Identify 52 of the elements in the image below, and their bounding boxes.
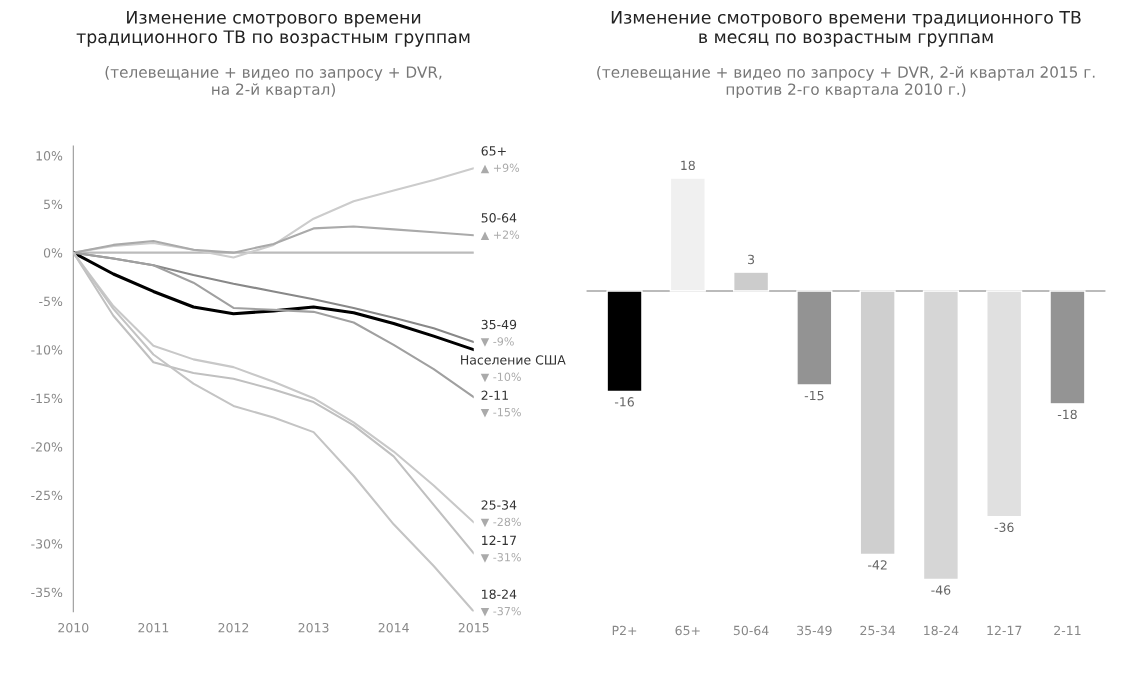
text: ▼ -10% — [480, 372, 521, 383]
series-label: 25-34 — [481, 500, 517, 510]
data-label: -36 — [994, 522, 1014, 532]
x-tick-label: 12-17 — [987, 625, 1022, 635]
series-label: 50-64 — [481, 213, 517, 223]
series-label: 18-24 — [482, 589, 517, 599]
y-tick-label: -5% — [39, 296, 63, 307]
x-tick-label: 65+ — [675, 625, 700, 636]
chart-subtitle: (телевещание + видео по запросу + DVR, 2-й квартал 2015 г. против 2-го квартала 2010 г.) — [597, 66, 1095, 98]
data-label: -46 — [931, 585, 951, 595]
data-label: -15 — [804, 390, 824, 401]
x-tick-label: 2-11 — [1054, 625, 1081, 635]
x-tick-label: 35-49 — [797, 625, 832, 636]
data-label: -42 — [868, 560, 887, 570]
y-tick-label: 10% — [36, 151, 63, 161]
y-tick-label: -10% — [31, 345, 63, 355]
text: ▼ -31% — [480, 553, 521, 563]
text: ▼ -15% — [480, 407, 521, 418]
data-label: -16 — [614, 397, 634, 407]
data-label: -18 — [1057, 409, 1077, 420]
series-label: 35-49 — [481, 319, 517, 330]
x-tick-label: 2011 — [138, 622, 169, 633]
y-tick-label: 5% — [44, 199, 63, 210]
x-tick-label: P2+ — [612, 625, 637, 635]
text: ▼ -9% — [480, 337, 514, 347]
data-label: 18 — [681, 160, 695, 171]
series-label: 2-11 — [481, 390, 508, 400]
x-tick-label: 2010 — [58, 622, 89, 633]
y-tick-label: 0% — [43, 248, 63, 258]
y-tick-label: -35% — [31, 587, 63, 598]
series-label: 12-17 — [482, 535, 516, 545]
y-tick-label: -25% — [31, 490, 63, 501]
x-tick-label: 18-24 — [924, 625, 959, 636]
text: ▼ -37% — [480, 606, 521, 617]
y-tick-label: -15% — [31, 393, 63, 404]
chart-title: Изменение смотрового времени традиционного ТВ в месяц по возрастным группам — [611, 10, 1081, 47]
x-tick-label: 2015 — [458, 622, 489, 633]
text: ▼ -28% — [480, 517, 521, 528]
chart-title: Изменение смотрового времени традиционного ТВ по возрастным группам — [76, 10, 470, 47]
text: ▲ +2% — [480, 230, 520, 241]
series-label: 65+ — [481, 146, 506, 156]
y-tick-label: -20% — [31, 442, 63, 452]
y-tick-label: -30% — [31, 539, 63, 549]
data-label: 3 — [748, 254, 755, 265]
x-tick-label: 50-64 — [733, 625, 769, 636]
text: ▲ +9% — [480, 163, 520, 174]
chart-subtitle: (телевещание + видео по запросу + DVR, на 2-й квартал) — [105, 66, 442, 98]
x-tick-label: 2013 — [298, 622, 329, 633]
x-tick-label: 2014 — [378, 622, 409, 633]
x-tick-label: 2012 — [218, 622, 249, 633]
series-label: Население США — [461, 355, 566, 365]
x-tick-label: 25-34 — [860, 625, 896, 636]
